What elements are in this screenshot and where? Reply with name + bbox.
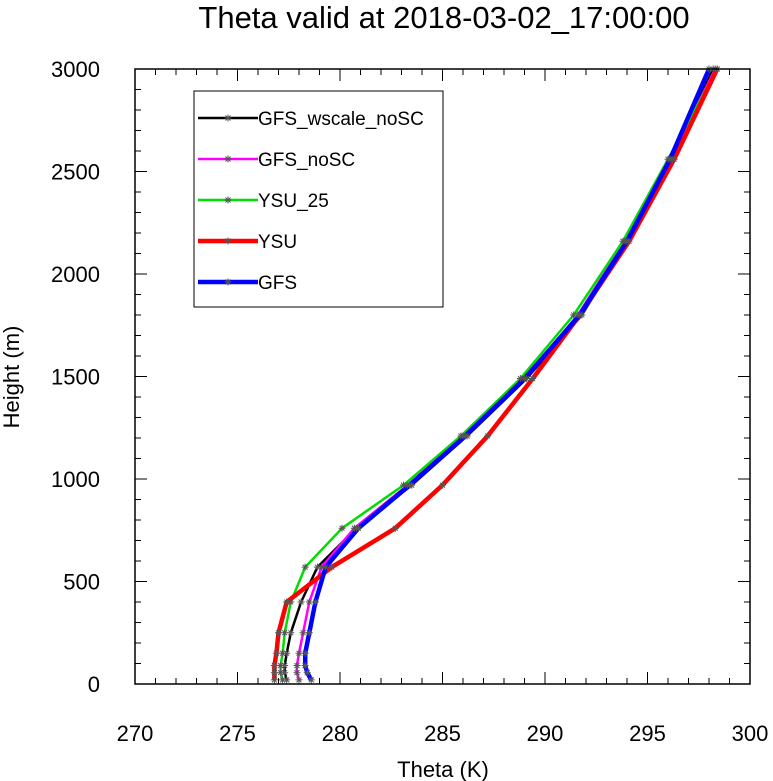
data-point <box>303 669 311 677</box>
data-point <box>281 629 289 637</box>
y-tick-label: 3000 <box>51 57 100 82</box>
x-tick-label: 295 <box>629 721 666 746</box>
data-point <box>305 598 313 606</box>
data-point <box>391 524 399 532</box>
legend-label: YSU <box>258 232 297 253</box>
data-point <box>307 676 315 684</box>
y-tick-label: 2500 <box>51 160 100 185</box>
legend-label: GFS <box>258 273 297 294</box>
legend-item: YSU_25 <box>198 191 329 212</box>
data-point <box>400 481 408 489</box>
data-point <box>570 311 578 319</box>
data-point <box>666 155 674 163</box>
data-point <box>295 649 303 657</box>
legend-marker <box>224 155 232 163</box>
data-point <box>318 563 326 571</box>
data-point <box>338 524 346 532</box>
data-point <box>322 563 330 571</box>
data-point <box>521 375 528 383</box>
data-point <box>299 629 307 637</box>
data-point <box>305 629 313 637</box>
data-point <box>277 669 285 677</box>
y-tick-label: 2000 <box>51 262 100 287</box>
data-point <box>516 375 524 383</box>
data-point <box>461 432 469 440</box>
data-point <box>279 649 287 657</box>
data-point <box>277 662 285 670</box>
data-point <box>283 676 291 684</box>
legend-item: GFS <box>198 273 297 294</box>
x-tick-label: 275 <box>219 721 256 746</box>
y-tick-label: 1500 <box>51 365 100 390</box>
x-tick-label: 290 <box>527 721 564 746</box>
data-point <box>354 524 362 532</box>
data-point <box>311 598 319 606</box>
data-point <box>301 662 309 670</box>
data-point <box>670 155 678 163</box>
y-tick-label: 500 <box>63 570 100 595</box>
legend-label: YSU_25 <box>258 191 329 212</box>
data-point <box>313 563 321 571</box>
data-point <box>270 669 278 677</box>
legend-item: YSU <box>198 232 297 253</box>
data-point <box>457 432 465 440</box>
x-tick-label: 300 <box>732 721 769 746</box>
data-point <box>301 563 309 571</box>
data-point <box>275 629 282 637</box>
legend-label: GFS_wscale_noSC <box>258 109 424 130</box>
legend-label: GFS_noSC <box>258 150 355 171</box>
x-tick-label: 270 <box>117 721 154 746</box>
legend-marker <box>224 237 232 245</box>
data-point <box>283 649 291 657</box>
data-point <box>293 662 301 670</box>
data-point <box>576 311 584 319</box>
data-point <box>287 629 295 637</box>
y-axis-label: Height (m) <box>0 326 24 429</box>
data-point <box>328 563 336 571</box>
data-point <box>301 649 309 657</box>
data-point <box>281 669 289 677</box>
plot-frame <box>134 68 751 685</box>
data-point <box>619 237 627 245</box>
legend-item: GFS_wscale_noSC <box>198 109 424 130</box>
y-tick-label: 0 <box>88 672 100 697</box>
chart-title: Theta valid at 2018-03-02_17:00:00 <box>198 0 689 35</box>
data-point <box>295 676 303 684</box>
data-point <box>623 237 631 245</box>
data-point <box>406 481 414 489</box>
data-point <box>283 598 291 606</box>
data-point <box>272 649 280 657</box>
legend-marker <box>224 196 232 204</box>
data-point <box>484 432 492 440</box>
legend-marker <box>224 114 232 122</box>
data-point <box>279 676 287 684</box>
x-axis-label: Theta (K) <box>397 757 489 781</box>
data-point <box>281 662 289 670</box>
data-point <box>270 662 278 670</box>
x-tick-labels: 270 275 280 285 290 295 300 <box>117 721 769 746</box>
x-tick-label: 285 <box>424 721 461 746</box>
data-point <box>297 598 305 606</box>
legend: GFS_wscale_noSC GFS_noSC YSU_25 YSU GFS <box>193 90 444 308</box>
legend-marker <box>224 278 232 286</box>
y-tick-labels: 0 500 1000 1500 2000 2500 3000 <box>51 57 100 697</box>
legend-item: GFS_noSC <box>198 150 355 171</box>
data-point <box>439 481 446 489</box>
data-point <box>293 669 301 677</box>
data-point <box>350 524 358 532</box>
data-point <box>287 598 295 606</box>
data-point <box>270 676 278 684</box>
y-tick-label: 1000 <box>51 467 100 492</box>
data-point <box>529 375 537 383</box>
x-tick-label: 280 <box>322 721 359 746</box>
